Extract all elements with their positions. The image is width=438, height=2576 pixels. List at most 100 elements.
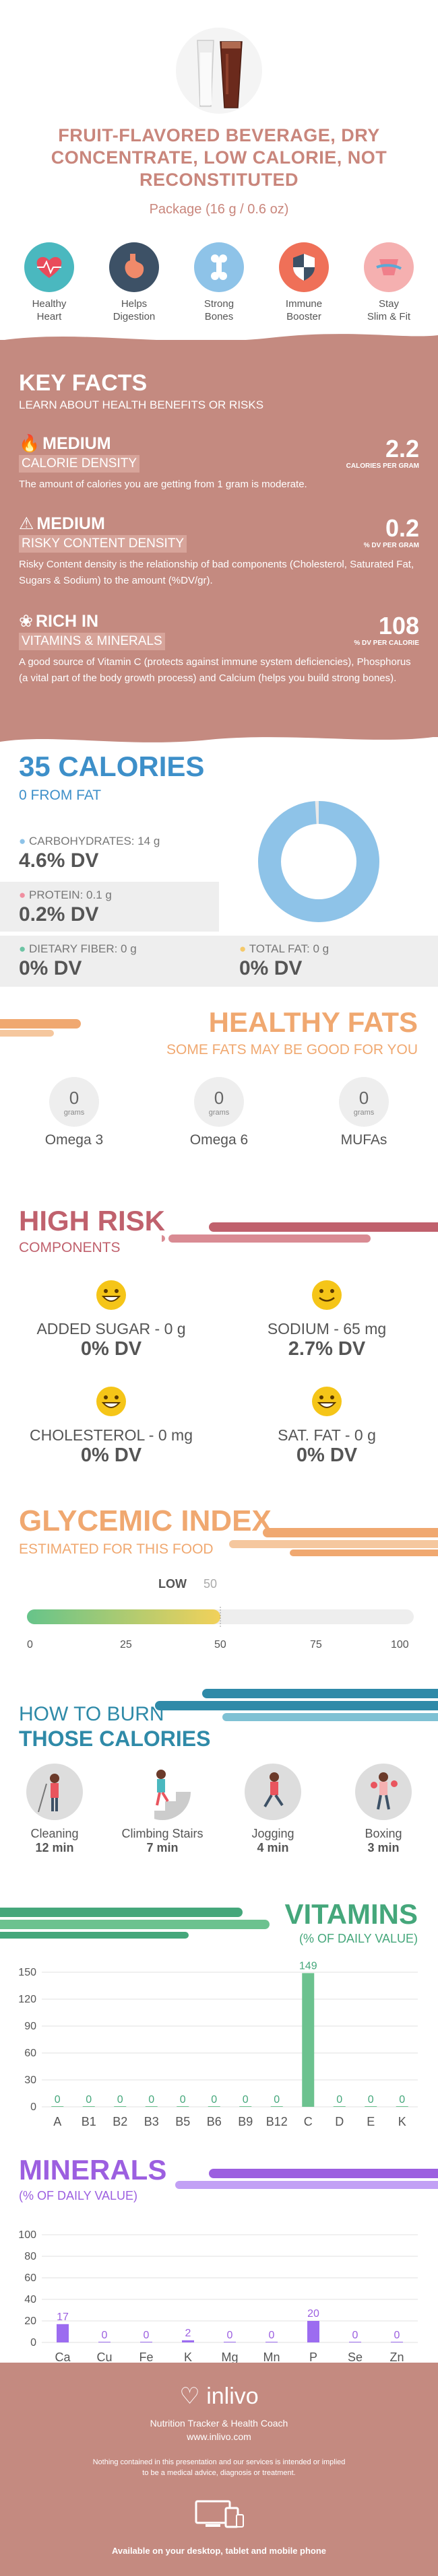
vitamin-value-label-b1: 0 (86, 2094, 92, 2105)
flame-icon: 🔥 (19, 434, 40, 453)
fat-omega-3: 0 grams Omega 3 (34, 1077, 115, 1148)
mineral-value-label-p: 20 (307, 2308, 319, 2320)
vitamin-bar-k (396, 2106, 408, 2107)
nutrient-dietary-fiber: ● DIETARY FIBER: 0 g 0% DV (19, 942, 137, 979)
vitamin-category-label-k: K (398, 2115, 406, 2128)
vitamin-ytick-label: 90 (24, 2021, 36, 2032)
vitamin-category-label-b9: B9 (238, 2115, 253, 2128)
vitamin-bar-b2 (114, 2106, 127, 2107)
donut-segment-carbs (258, 801, 379, 922)
benefit-strong-bones: Strong Bones (182, 242, 256, 323)
minerals-bar-chart: 0 20 40 60 80 100 17 Ca 0 Cu 0 Fe 2 K 0 Mg 0 Mn 20 P 0 Se 0 Zn (18, 2229, 418, 2364)
footer-disclaimer-2: to be a medical advice, diagnosis or tre… (142, 2469, 296, 2477)
mineral-category-label-se: Se (348, 2351, 363, 2364)
vitamins-subtitle: (% OF DAILY VALUE) (299, 1932, 418, 1945)
gi-tick-0: 0 (27, 1639, 33, 1650)
nutrient-protein: ● PROTEIN: 0.1 g 0.2% DV (19, 889, 112, 926)
fact-vitamins-minerals: ❀ RICH IN VITAMINS & MINERALS 108% DV PER… (19, 611, 419, 684)
fat-bullet-icon: ● (239, 942, 247, 955)
healthy-fats-title: HEALTHY FATS (208, 1006, 418, 1038)
vitamin-category-label-d: D (335, 2115, 344, 2128)
fact-calorie-density: 🔥 MEDIUM CALORIE DENSITY 2.2 CALORIES PER … (19, 434, 419, 490)
high-risk-title: HIGH RISK (19, 1205, 166, 1237)
vitamin-value-label-d: 0 (336, 2094, 342, 2105)
stripe-decoration (162, 1222, 438, 1243)
benefit-immune-booster: Immune Booster (267, 242, 341, 323)
fiber-fat-band (0, 936, 438, 987)
benefit-healthy-heart: Healthy Heart (12, 242, 86, 323)
vitamin-ytick-label: 60 (24, 2048, 36, 2059)
mineral-category-label-cu: Cu (96, 2351, 112, 2364)
vitamin-ytick-label: 30 (24, 2075, 36, 2086)
fat-omega-6: 0 grams Omega 6 (179, 1077, 259, 1148)
footer (0, 2363, 438, 2576)
vitamin-value-label-b5: 0 (180, 2094, 186, 2105)
glycemic-value: 50 (204, 1577, 218, 1591)
mineral-ytick-label: 100 (18, 2229, 36, 2241)
smiley-icon (312, 1387, 342, 1416)
leaf-icon: ❀ (19, 612, 33, 631)
healthy-fats-subtitle: SOME FATS MAY BE GOOD FOR YOU (166, 1042, 418, 1057)
vitamin-category-label-a: A (53, 2115, 61, 2128)
mineral-category-label-p: P (309, 2351, 317, 2364)
stripe-decoration (0, 1908, 270, 1939)
activity-cleaning: Cleaning 12 min (11, 1764, 98, 1855)
gi-tick-75: 75 (310, 1639, 322, 1650)
vitamin-category-label-c: C (304, 2115, 313, 2128)
fact-risky-content: ⚠ MEDIUM RISKY CONTENT DENSITY 0.2% DV PE… (19, 514, 419, 586)
product-title: FRUIT-FLAVORED BEVERAGE, DRY CONCENTRATE… (51, 125, 387, 190)
footer-brand: ♡ inlivo (179, 2383, 259, 2409)
mineral-value-label-cu: 0 (102, 2330, 108, 2341)
heart-logo-icon: ♡ (179, 2383, 200, 2409)
mineral-category-label-mg: Mg (221, 2351, 238, 2364)
jogging-icon (245, 1764, 301, 1820)
vitamin-ytick-label: 0 (30, 2101, 36, 2113)
mineral-bar-ca (57, 2324, 69, 2342)
mineral-category-label-k: K (184, 2351, 192, 2364)
smiley-icon (96, 1280, 126, 1310)
gi-tick-100: 100 (391, 1639, 409, 1650)
warning-icon: ⚠ (19, 514, 34, 533)
burn-title-line1: HOW TO BURN (19, 1703, 164, 1725)
vitamin-category-label-b3: B3 (144, 2115, 159, 2128)
key-facts-subtitle: LEARN ABOUT HEALTH BENEFITS OR RISKS (19, 398, 264, 411)
vitamin-bar-d (333, 2106, 346, 2107)
benefit-helps-digestion: Helps Digestion (97, 242, 171, 323)
mineral-value-label-fe: 0 (144, 2330, 150, 2341)
stripe-decoration (0, 1019, 81, 1037)
vitamin-bar-b5 (177, 2106, 189, 2107)
vitamin-bar-b12 (270, 2106, 283, 2107)
vitamin-value-label-k: 0 (399, 2094, 405, 2105)
mineral-bar-k (182, 2340, 194, 2342)
mineral-category-label-mn: Mn (263, 2351, 280, 2364)
vitamin-bar-b1 (82, 2106, 95, 2107)
nutrient-carbohydrates: ● CARBOHYDRATES: 14 g 4.6% DV (19, 835, 160, 872)
vitamin-category-label-b2: B2 (113, 2115, 127, 2128)
tape-measure-icon (364, 242, 414, 292)
mineral-ytick-label: 40 (24, 2294, 36, 2305)
heart-ecg-icon (24, 242, 74, 292)
glycemic-subtitle: ESTIMATED FOR THIS FOOD (19, 1541, 214, 1557)
package-size: Package (16 g / 0.6 oz) (149, 202, 289, 217)
protein-bullet-icon: ● (19, 889, 26, 901)
stripe-decoration (175, 2169, 438, 2189)
gi-tick-50: 50 (214, 1639, 226, 1650)
carbs-bullet-icon: ● (19, 835, 26, 847)
fiber-bullet-icon: ● (19, 942, 26, 955)
footer-url[interactable]: www.inlivo.com (187, 2431, 251, 2442)
mineral-value-label-ca: 17 (57, 2311, 69, 2323)
stomach-icon (109, 242, 159, 292)
benefit-stay-slim: Stay Slim & Fit (352, 242, 426, 323)
mineral-bar-p (307, 2321, 319, 2342)
vitamin-bar-c (302, 1973, 315, 2107)
glycemic-title: GLYCEMIC INDEX (19, 1504, 272, 1537)
activity-jogging: Jogging 4 min (229, 1764, 317, 1855)
vitamin-value-label-b6: 0 (211, 2094, 217, 2105)
stripe-decoration (229, 1528, 438, 1556)
mineral-category-label-ca: Ca (55, 2351, 71, 2364)
wave-divider (0, 727, 438, 742)
glycemic-gauge (27, 1607, 414, 1627)
high-risk-subtitle: COMPONENTS (19, 1240, 121, 1255)
vitamin-value-label-b12: 0 (274, 2094, 280, 2105)
boxing-icon (355, 1764, 412, 1820)
